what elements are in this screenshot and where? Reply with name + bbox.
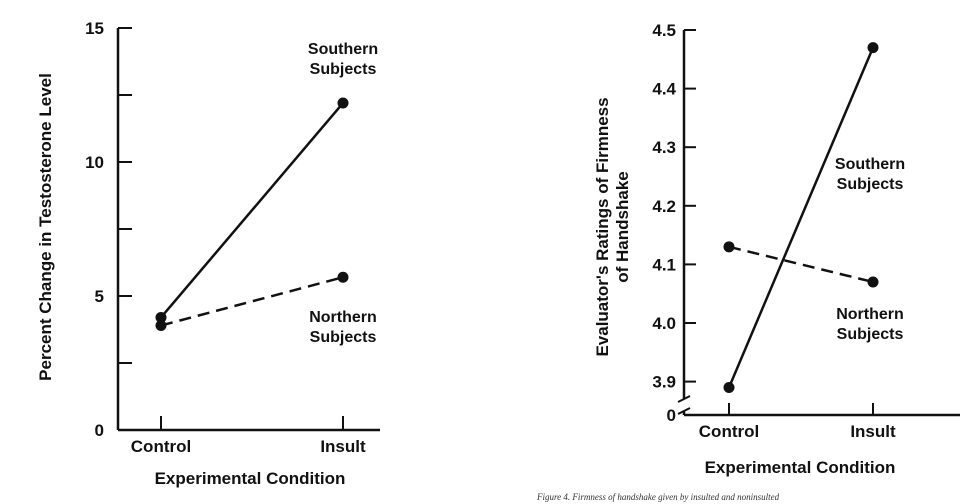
right-y-tick-label: 4.2	[652, 197, 676, 216]
right-y-axis-title-line2: of Handshake	[613, 171, 632, 282]
left-x-tick-label-control: Control	[131, 437, 191, 456]
left-point-southern-subjects-control	[155, 311, 167, 323]
right-y-tick-label: 4.5	[652, 21, 676, 40]
right-series-label-northern: Northern Subjects	[836, 306, 904, 343]
left-y-axis: 0 5 10 15	[85, 19, 132, 440]
left-y-tick-label: 10	[85, 153, 104, 172]
right-series-line-southern-subjects	[727, 47, 875, 388]
right-x-tick-label-control: Control	[699, 422, 759, 441]
right-y-tick-label: 4.4	[652, 80, 676, 99]
left-y-tick-label: 15	[85, 19, 104, 38]
left-x-axis: Control Insult	[118, 416, 380, 456]
left-y-tick-label: 0	[95, 421, 104, 440]
left-series-label-southern: Southern Subjects	[308, 41, 378, 78]
right-x-tick-label-insult: Insult	[850, 422, 896, 441]
right-plot-markers	[723, 42, 879, 393]
right-y-axis-title-line1: Evaluator's Ratings of Firmness	[593, 97, 612, 356]
chart-testosterone: 0 5 10 15 Control Insult Percent Change in T…	[36, 19, 380, 488]
left-point-northern-subjects-insult	[337, 271, 349, 283]
left-point-southern-subjects-insult	[337, 97, 349, 109]
left-x-tick-label-insult: Insult	[320, 437, 366, 456]
left-series-line-southern-subjects	[160, 102, 344, 319]
right-point-southern-subjects-insult	[867, 42, 879, 54]
right-axis-break-mark	[677, 395, 691, 415]
right-x-axis-title: Experimental Condition	[705, 458, 896, 477]
figure-caption: Figure 4. Firmness of handshake given by…	[536, 492, 780, 502]
right-series-label-southern: Southern Subjects	[835, 156, 905, 193]
left-series-line-northern-subjects	[160, 276, 344, 327]
left-series-label-northern: Northern Subjects	[309, 309, 377, 346]
left-x-axis-title: Experimental Condition	[155, 469, 346, 488]
left-point-northern-subjects-control	[155, 319, 167, 331]
left-y-axis-title: Percent Change in Testosterone Level	[36, 73, 55, 381]
right-plot-lines	[727, 47, 875, 388]
right-y-tick-label: 3.9	[652, 373, 676, 392]
chart-handshake: 3.9 4.0 4.1 4.2 4.3 4.4 4.5 0 Control Insult Eva…	[593, 21, 960, 477]
left-plot-markers	[155, 97, 349, 331]
right-series-line-northern-subjects	[728, 245, 874, 284]
right-point-northern-subjects-insult	[867, 276, 879, 288]
right-point-northern-subjects-control	[723, 241, 735, 253]
right-y-tick-label: 4.1	[652, 255, 676, 274]
right-x-axis: Control Insult	[684, 403, 960, 441]
right-y-axis: 3.9 4.0 4.1 4.2 4.3 4.4 4.5 0	[652, 21, 696, 425]
left-plot-lines	[160, 102, 344, 327]
right-y-tick-label: 4.0	[652, 314, 676, 333]
right-y-tick-label-zero: 0	[667, 406, 676, 425]
right-point-southern-subjects-control	[723, 381, 735, 393]
left-y-tick-label: 5	[95, 287, 104, 306]
right-y-tick-label: 4.3	[652, 138, 676, 157]
